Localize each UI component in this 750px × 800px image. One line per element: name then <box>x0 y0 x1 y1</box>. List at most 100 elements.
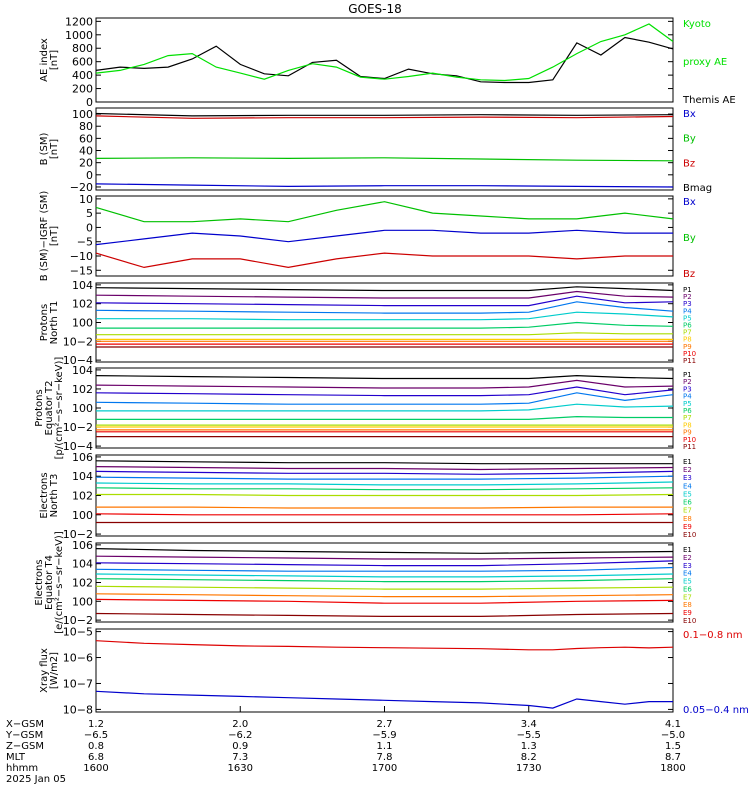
x-axis-row-label: X−GSM <box>6 719 44 730</box>
legend-entry: Bx <box>683 197 696 208</box>
legend-entry: E1 <box>683 546 692 554</box>
time-axis-labels: X−GSM 1.2 2.0 2.7 3.4 4.1 Y−GSM −6.5 −6.2 −5.9 −5.… <box>5 706 686 785</box>
y-tick-label: 10−7 <box>63 677 93 690</box>
y-tick-label: −15 <box>70 264 93 277</box>
y-tick-label: 106 <box>72 451 93 464</box>
legend-entry: P6 <box>683 407 692 415</box>
y-axis-label: Xray flux <box>39 648 50 693</box>
legend-entry: E6 <box>683 499 692 507</box>
y-tick-label: 10−4 <box>63 440 93 453</box>
y-tick-label: 40 <box>79 145 93 158</box>
legend-entry: P8 <box>683 421 692 429</box>
series-line-p2 <box>95 290 674 299</box>
legend-entry: E10 <box>683 617 696 625</box>
y-tick-label: 104 <box>72 470 93 483</box>
x-axis-value: 1600 <box>83 763 108 774</box>
series-line-0-1-0-8-nm <box>95 640 674 651</box>
y-tick-label: 60 <box>79 132 93 145</box>
series-line-p2 <box>95 379 674 389</box>
legend-entry: P5 <box>683 400 692 408</box>
y-tick-label: 102 <box>72 298 93 311</box>
legend-entry: P2 <box>683 293 692 301</box>
plot-frame <box>95 542 674 623</box>
x-axis-value: 1700 <box>372 763 397 774</box>
legend-entry: E5 <box>683 490 692 498</box>
y-tick-label: 10−2 <box>63 528 93 541</box>
x-axis-value: 1730 <box>516 763 541 774</box>
y-tick-label: 100 <box>72 595 93 608</box>
y-axis-label: [nT] <box>49 139 60 159</box>
y-axis-label: [nT] <box>49 226 60 246</box>
x-axis-value: 1.3 <box>521 741 537 752</box>
y-axis-label: North T1 <box>49 301 60 345</box>
y-tick-label: 100 <box>72 317 93 330</box>
series-line-p5 <box>96 403 674 412</box>
legend-entry: P11 <box>683 443 696 451</box>
y-axis-label: Equator T2 <box>44 381 55 436</box>
y-tick-label: 104 <box>72 279 93 292</box>
panel-8: 10−8 10−7 10−6 10−5 Xray flux [W/m2] 0.1−0.8 n… <box>39 626 749 717</box>
series-line-p7 <box>96 332 673 336</box>
x-axis-value: −5.5 <box>517 730 541 741</box>
series-line-e7 <box>95 585 674 590</box>
legend-entry: P7 <box>683 329 692 337</box>
legend-entry: P7 <box>683 414 692 422</box>
series-line-e1 <box>95 548 674 554</box>
y-tick-label: 0 <box>86 221 93 234</box>
x-axis-value: 1800 <box>660 763 685 774</box>
y-tick-label: 10−2 <box>63 421 93 434</box>
y-tick-label: 0 <box>86 96 93 109</box>
y-tick-label: −5 <box>77 236 93 249</box>
x-axis-value: 6.8 <box>88 752 104 763</box>
series-line-e9 <box>95 513 674 516</box>
series-line-bx <box>95 183 674 188</box>
y-tick-label: 100 <box>72 108 93 121</box>
x-axis-row-label: Y−GSM <box>5 730 43 741</box>
series-line-bmag <box>95 112 674 117</box>
x-axis-value: −6.2 <box>228 730 252 741</box>
legend-entry: Bz <box>683 158 695 169</box>
series-line-e7 <box>96 493 674 497</box>
legend-entry: E6 <box>683 585 692 593</box>
y-axis-label: Protons <box>39 304 50 341</box>
x-axis-value: 2.7 <box>377 719 393 730</box>
panel-4: 10−4 10−2 100 102 104 Protons North T1 P1P2P3P4… <box>39 279 696 367</box>
legend-entry: E4 <box>683 570 692 578</box>
legend-entry: P4 <box>683 307 692 315</box>
series-line-e3 <box>95 470 674 475</box>
y-axis-label: [e/(cm²−s−sr−keV)] <box>54 531 65 634</box>
legend-entry: E8 <box>683 601 692 609</box>
x-axis-value: 1.1 <box>377 741 393 752</box>
legend-entry: P10 <box>683 350 696 358</box>
legend-entry: Bmag <box>683 183 712 194</box>
y-tick-label: 600 <box>72 56 93 69</box>
y-tick-label: 800 <box>72 42 93 55</box>
y-tick-label: 102 <box>72 383 93 396</box>
legend-entry: E10 <box>683 531 696 539</box>
legend-entry: Kyoto <box>683 19 711 30</box>
y-tick-label: 1000 <box>65 29 93 42</box>
legend-entry: By <box>683 233 696 244</box>
y-axis-label: Protons <box>34 389 45 426</box>
x-axis-value: −6.5 <box>84 730 108 741</box>
y-tick-label: 102 <box>72 490 93 503</box>
series-line-kyoto-proxy-ae <box>95 23 674 82</box>
y-tick-label: 1200 <box>65 15 93 28</box>
legend-entry: P1 <box>683 286 692 294</box>
x-axis-value: 1.5 <box>665 741 681 752</box>
y-tick-label: −20 <box>70 181 93 194</box>
y-axis-label: [nT] <box>49 50 60 70</box>
legend-entry: Bx <box>683 109 696 120</box>
legend-entry: P5 <box>683 314 692 322</box>
series-line-p4 <box>95 392 674 405</box>
series-line-e4 <box>95 566 674 572</box>
legend-entry: P11 <box>683 357 696 365</box>
legend-entry: E8 <box>683 515 692 523</box>
series-line-p5 <box>96 311 674 321</box>
y-axis-label: B (SM) <box>39 132 50 165</box>
